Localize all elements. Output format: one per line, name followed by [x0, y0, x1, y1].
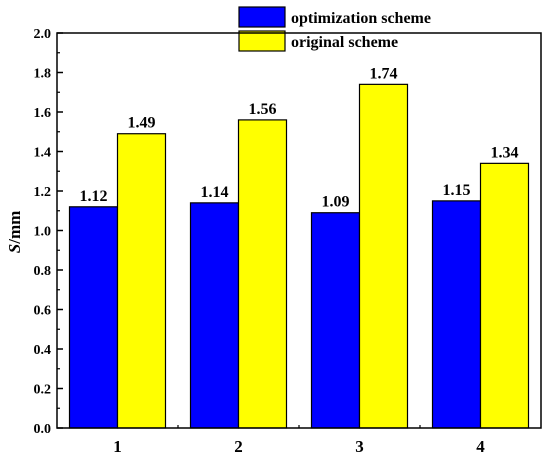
bar [431, 200, 482, 429]
y-tick-label: 0.6 [34, 304, 52, 319]
bar [358, 83, 409, 429]
y-tick-label: 1.2 [34, 185, 52, 200]
data-label: 1.49 [128, 115, 156, 132]
data-label: 1.09 [322, 194, 350, 211]
bar [116, 133, 167, 429]
plot-frame [56, 32, 542, 429]
y-axis-title-unit: /mm [5, 211, 24, 245]
x-tick-label: 4 [476, 437, 485, 456]
legend-label: original scheme [291, 34, 398, 51]
y-axis-title: S/mm [5, 211, 24, 254]
x-axis: 1 2 3 4 [113, 422, 485, 456]
x-tick-label: 3 [355, 437, 364, 456]
y-tick-label: 1.4 [34, 146, 52, 161]
legend: optimization scheme original scheme [238, 6, 431, 52]
y-tick-label: 1.6 [34, 106, 52, 121]
y-tick-label: 2.0 [34, 27, 52, 42]
legend-label: optimization scheme [291, 10, 431, 27]
data-label: 1.12 [80, 188, 108, 205]
data-label: 1.15 [443, 182, 471, 199]
y-tick-label: 0.2 [34, 383, 52, 398]
data-label: 1.34 [491, 144, 519, 161]
y-tick-label: 1.8 [34, 67, 52, 82]
data-label: 1.74 [370, 65, 398, 82]
data-label: 1.14 [201, 184, 229, 201]
y-axis-title-symbol: S [5, 244, 24, 253]
x-tick-label: 2 [234, 437, 243, 456]
data-labels: 1.12 1.49 1.14 1.56 1.09 1.74 1.15 1.34 [80, 65, 519, 210]
y-tick-label: 1.0 [34, 225, 52, 240]
x-tick-label: 1 [113, 437, 122, 456]
bar [237, 119, 288, 429]
y-tick-label: 0.4 [34, 343, 52, 358]
bar [68, 206, 119, 429]
legend-swatch [238, 6, 286, 28]
bars [68, 83, 530, 429]
y-axis: 0.0 0.2 0.4 0.6 0.8 1.0 1.2 1.4 1.6 1.8 2.0 [34, 27, 63, 437]
bar [189, 202, 240, 429]
bar [479, 162, 530, 429]
y-tick-label: 0.0 [34, 422, 52, 437]
data-label: 1.56 [249, 101, 277, 118]
bar [310, 212, 361, 429]
legend-swatch [238, 30, 286, 52]
y-tick-label: 0.8 [34, 264, 52, 279]
